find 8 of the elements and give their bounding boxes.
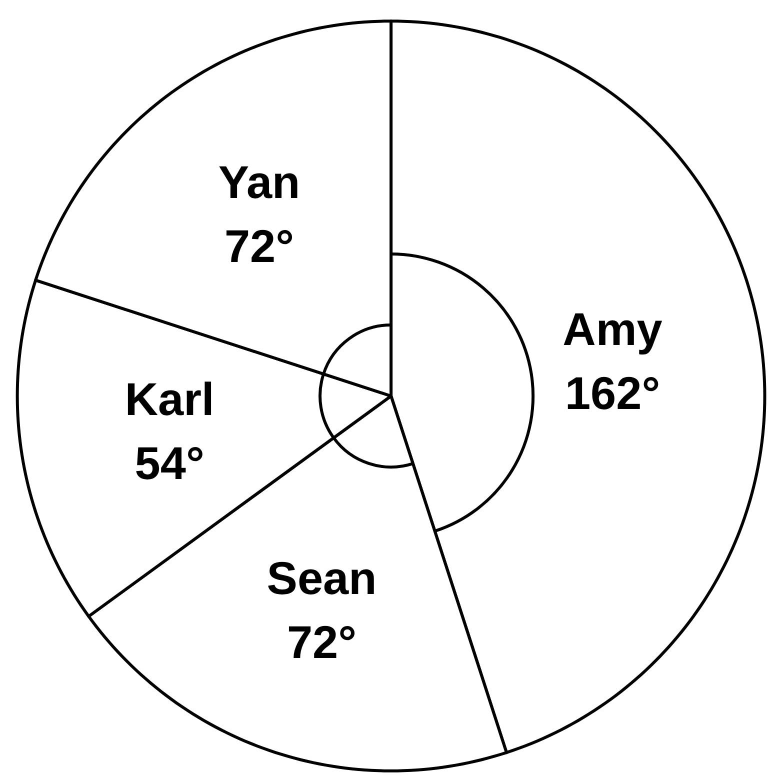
- data-label: 162°: [564, 366, 660, 419]
- slice-label: Yan: [218, 156, 300, 208]
- legend-label: Karl: [124, 373, 214, 426]
- slice-label: Amy: [562, 302, 663, 355]
- slice-label: Sean: [266, 552, 377, 604]
- data-label: 72°: [224, 220, 294, 272]
- data-label: 72°: [286, 616, 357, 668]
- data-label: 54°: [134, 437, 204, 490]
